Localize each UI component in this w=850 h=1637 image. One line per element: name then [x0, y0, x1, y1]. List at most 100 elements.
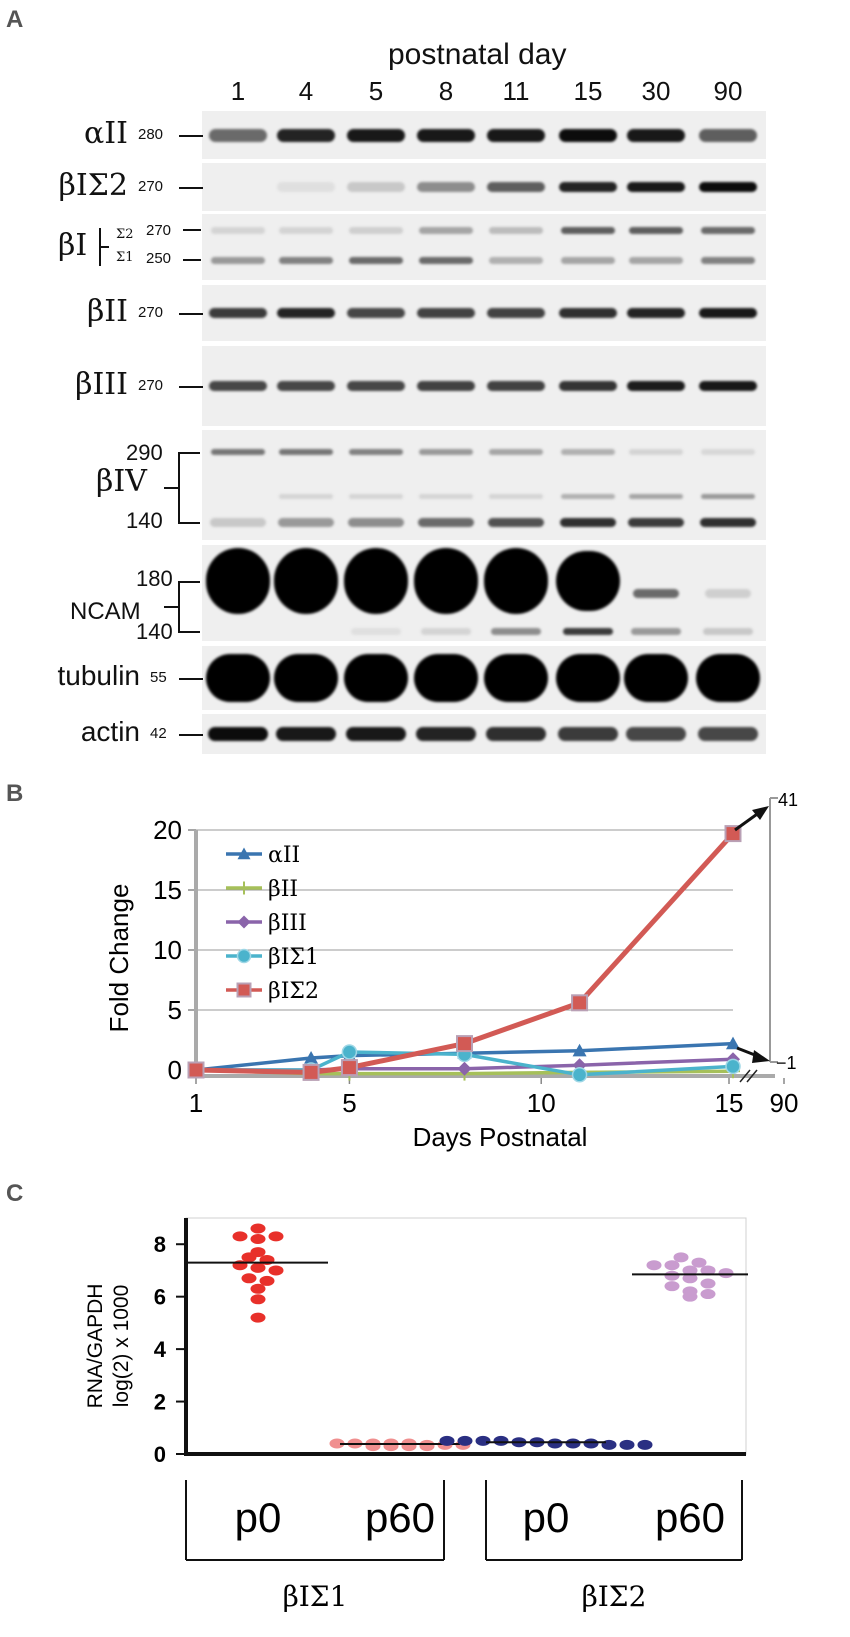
y-tick-label: 2 [154, 1390, 166, 1415]
band [699, 381, 757, 391]
legend-item: βIΣ2 [226, 979, 319, 1004]
x-tick-label: 1 [189, 1088, 203, 1118]
band [489, 493, 543, 499]
legend-label: βIΣ1 [268, 945, 319, 970]
x-axis-extension [735, 1074, 775, 1078]
band [629, 226, 683, 234]
band [347, 128, 405, 142]
band [626, 727, 686, 741]
y-tick-label: 0 [154, 1442, 166, 1467]
band [629, 493, 683, 499]
band [414, 548, 478, 614]
band [209, 381, 267, 391]
band [561, 226, 615, 234]
data-point [236, 948, 252, 964]
band [556, 654, 620, 702]
day-label: 90 [713, 76, 743, 106]
blot-label: actin [80, 716, 140, 747]
band [274, 548, 338, 614]
day-label: 8 [438, 76, 454, 106]
mw-tick [183, 259, 201, 261]
blot-label: NCAM [70, 598, 141, 625]
legend-item: αII [226, 843, 300, 868]
y-tick-label: 4 [154, 1337, 167, 1362]
group-bracket: βIΣ2 [485, 1480, 743, 1613]
x-tick-label: 5 [342, 1088, 356, 1118]
data-point [571, 1067, 588, 1083]
data-point [700, 1265, 716, 1276]
panel-b-label: B [6, 780, 24, 807]
mw-label: 250 [146, 250, 172, 267]
mw-label: 180 [136, 566, 173, 591]
legend-label: βIΣ2 [268, 979, 319, 1004]
data-point [565, 1438, 581, 1449]
band [344, 548, 408, 614]
band [348, 517, 404, 527]
break-arrow-line [734, 810, 761, 832]
data-point [341, 1044, 358, 1060]
band [559, 308, 617, 318]
data-point [236, 982, 252, 998]
break-label: 41 [778, 790, 798, 810]
band [208, 727, 268, 741]
y-tick-label: 20 [153, 815, 182, 845]
blot-strip [202, 214, 766, 280]
band [416, 727, 476, 741]
band [347, 381, 405, 391]
series-line [195, 831, 735, 1075]
band [347, 308, 405, 318]
group-label: βIΣ1 [283, 1580, 348, 1613]
x-tick-label: 10 [527, 1088, 556, 1118]
band [560, 517, 616, 527]
band [276, 727, 336, 741]
band [206, 654, 270, 702]
data-point [646, 1260, 662, 1271]
day-label: 5 [368, 76, 384, 106]
mw-label: 290 [126, 440, 163, 465]
band [705, 588, 751, 598]
mw-label: 270 [138, 178, 164, 195]
blot-label: βIII [75, 367, 128, 402]
band [559, 182, 617, 192]
data-point [700, 1278, 716, 1289]
data-point [383, 1441, 399, 1452]
panel-c-label: C [6, 1180, 24, 1207]
band [561, 493, 615, 499]
break-arrow-head [752, 1050, 770, 1063]
mw-tick [179, 678, 203, 680]
band [556, 551, 620, 611]
band [696, 654, 760, 702]
band [346, 727, 406, 741]
band [489, 449, 543, 455]
band [487, 308, 545, 318]
data-point [365, 1441, 381, 1452]
band [559, 128, 617, 142]
data-point [268, 1231, 284, 1242]
mw-tick [179, 187, 203, 189]
data-point [583, 1438, 599, 1449]
data-point [725, 1058, 741, 1075]
bracket-line [178, 452, 180, 524]
data-point [232, 1231, 248, 1242]
data-point [673, 1252, 689, 1263]
y-axis [194, 830, 198, 1078]
x-tick-label: 90 [770, 1088, 799, 1118]
data-point [664, 1281, 680, 1292]
mw-tick [179, 386, 203, 388]
mw-tick [179, 313, 203, 315]
band [349, 449, 403, 455]
band [277, 182, 335, 192]
data-point [682, 1265, 698, 1276]
band [629, 256, 683, 264]
blot-label: βI [58, 228, 88, 263]
band [631, 627, 681, 635]
mw-label: 140 [136, 619, 173, 644]
data-point [493, 1435, 509, 1446]
band [561, 256, 615, 264]
band [209, 308, 267, 318]
data-point [187, 1061, 205, 1079]
band [484, 548, 548, 614]
y-axis [184, 1218, 188, 1456]
x-axis [194, 1074, 739, 1078]
data-point [700, 1289, 716, 1300]
